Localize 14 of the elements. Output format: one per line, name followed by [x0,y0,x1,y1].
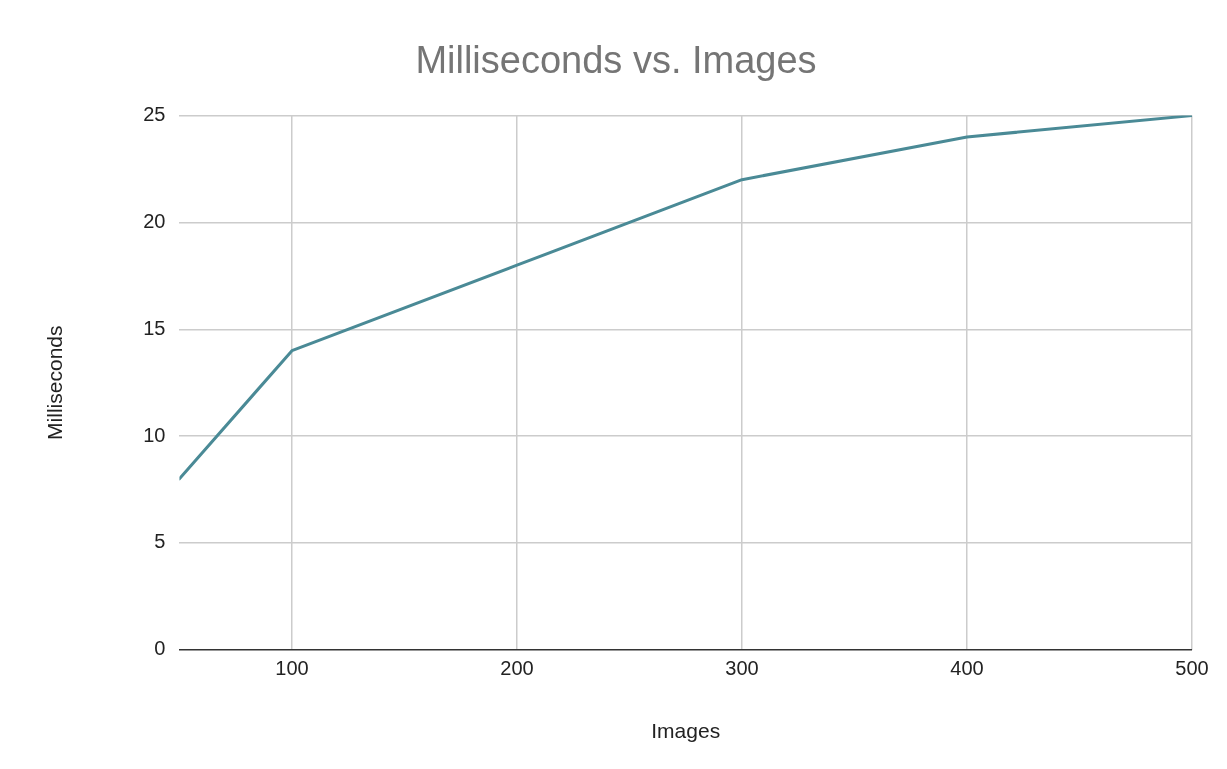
x-tick-label: 400 [950,657,984,680]
x-axis-title: Images [651,719,721,743]
y-tick-label: 5 [154,530,166,553]
y-tick-label: 20 [143,209,166,232]
y-axis-title: Milliseconds [43,325,67,440]
x-tick-label: 500 [1175,657,1209,680]
y-tick-label: 15 [143,316,166,339]
x-tick-label: 200 [500,657,534,680]
x-tick-label: 300 [725,657,759,680]
y-tick-label: 0 [154,637,166,660]
chart-title: Milliseconds vs. Images [415,39,817,82]
x-tick-label: 100 [275,657,309,680]
y-tick-label: 10 [143,423,166,446]
y-tick-label: 25 [143,103,166,126]
